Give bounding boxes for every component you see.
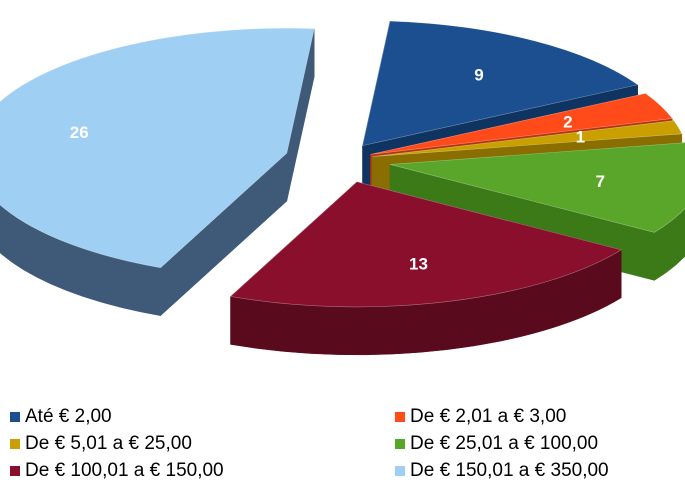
legend-label-25-01-100: De € 25,01 a € 100,00	[410, 433, 599, 454]
legend-item-ate-2: Até € 2,00	[10, 406, 112, 428]
legend-swatch-2-01-3-00	[395, 412, 405, 422]
legend-label-ate-2: Até € 2,00	[25, 406, 112, 427]
data-label-3: 7	[595, 172, 604, 191]
data-label-5: 26	[70, 123, 89, 142]
data-label-1: 2	[563, 112, 572, 131]
pie-slice-4	[229, 181, 622, 356]
legend-item-100-01-150: De € 100,01 a € 150,00	[10, 460, 224, 482]
legend-swatch-25-01-100	[395, 439, 405, 449]
pie-slice-top-4	[229, 181, 622, 308]
legend-item-150-01-350: De € 150,01 a € 350,00	[395, 460, 609, 482]
legend-swatch-ate-2	[10, 412, 20, 422]
data-label-4: 13	[409, 254, 428, 273]
legend-label-2-01-3-00: De € 2,01 a € 3,00	[410, 406, 567, 427]
pie-slice-wall-5-1	[286, 28, 315, 202]
pie-chart: 9 21 7 13 26	[0, 20, 685, 356]
legend-item-5-01-25: De € 5,01 a € 25,00	[10, 433, 192, 455]
legend-item-25-01-100: De € 25,01 a € 100,00	[395, 433, 598, 455]
legend-label-100-01-150: De € 100,01 a € 150,00	[25, 460, 224, 481]
pie-slice-top-1	[370, 93, 673, 155]
data-label-0: 9	[474, 65, 483, 84]
pie-slice-top-5	[0, 27, 315, 269]
pie-slice-5	[0, 27, 315, 317]
legend-swatch-100-01-150	[10, 466, 20, 476]
pie-slice-top-3	[390, 142, 685, 233]
legend-swatch-5-01-25	[10, 439, 20, 449]
data-label-2: 1	[576, 128, 585, 147]
pie-slice-side-3	[654, 207, 685, 281]
pie-slice-3	[389, 142, 685, 281]
legend-item-2-01-3-00: De € 2,01 a € 3,00	[395, 406, 566, 428]
pie-slice-top-0	[362, 20, 639, 147]
pie-slice-side-4	[230, 249, 622, 356]
pie-slice-top-2	[372, 120, 683, 157]
legend-label-5-01-25: De € 5,01 a € 25,00	[25, 433, 192, 454]
legend-label-150-01-350: De € 150,01 a € 350,00	[410, 460, 609, 481]
legend-swatch-150-01-350	[395, 466, 405, 476]
